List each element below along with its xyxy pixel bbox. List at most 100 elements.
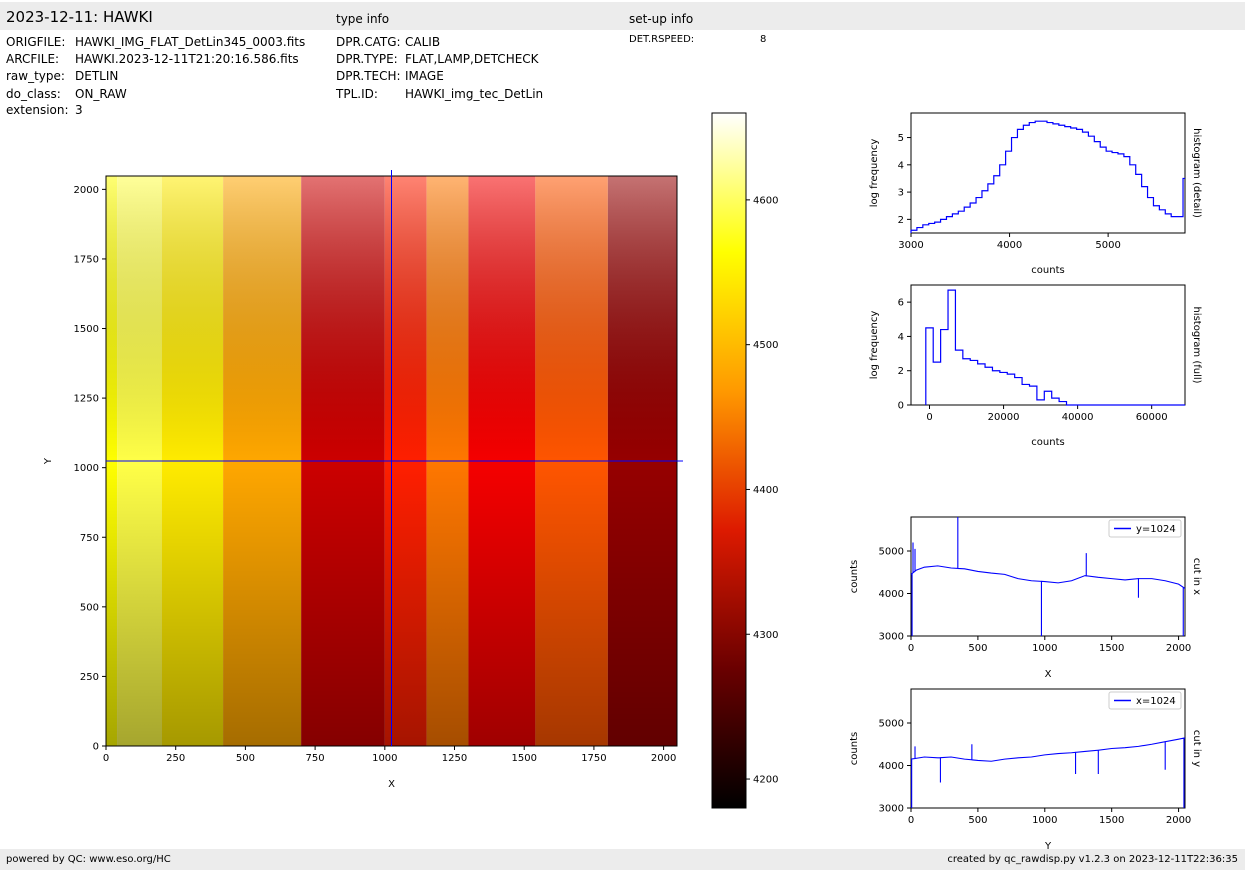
x-tick-label: 4000 [997,240,1022,251]
colorbar-tick-label: 4500 [753,340,778,351]
y-tick-label: 4 [898,332,904,343]
x-tick-label: 500 [968,815,987,826]
x-tick-label: 1750 [581,753,606,764]
dpr-tech-key: DPR.TECH: [336,69,401,83]
y-axis-label: log frequency [869,311,880,380]
y-tick-label: 1250 [74,394,99,405]
det-rspeed-value: 8 [760,34,767,45]
y-tick-label: 750 [80,533,99,544]
dpr-type-value: FLAT,LAMP,DETCHECK [405,52,539,66]
tpl-id-value: HAWKI_img_tec_DetLin [405,87,544,101]
y-tick-label: 6 [898,298,904,309]
x-tick-label: 1250 [442,753,467,764]
side-axis-label: cut in y [1191,730,1202,767]
y-tick-label: 4000 [879,589,904,600]
type-info-heading: type info [336,12,390,26]
x-tick-label: 2000 [1166,643,1191,654]
x-tick-label: 20000 [988,412,1020,423]
raw-type-value: DETLIN [75,69,119,83]
colorbar-tick-label: 4300 [753,630,778,641]
y-tick-label: 4000 [879,761,904,772]
extension-value: 3 [75,103,83,117]
x-tick-label: 1000 [372,753,397,764]
y-tick-label: 3000 [879,804,904,815]
x-tick-label: 1000 [1032,643,1057,654]
x-tick-label: 2000 [1166,815,1191,826]
y-tick-label: 2 [898,215,904,226]
colorbar-frame [711,112,747,809]
y-axis-label: Y [43,457,54,465]
tpl-id-key: TPL.ID: [336,87,378,101]
origfile-key: ORIGFILE: [6,35,66,49]
y-tick-label: 3000 [879,632,904,643]
cut-x-series-line [910,517,1186,636]
x-tick-label: 0 [908,815,914,826]
hist-full-series-line [925,289,1185,406]
y-tick-label: 500 [80,602,99,613]
x-tick-label: 0 [908,643,914,654]
origfile-value: HAWKI_IMG_FLAT_DetLin345_0003.fits [75,35,306,49]
x-tick-label: 60000 [1136,412,1168,423]
footer-bar [0,849,1245,870]
arcfile-key: ARCFILE: [6,52,60,66]
x-tick-label: 1000 [1032,815,1057,826]
dpr-type-key: DPR.TYPE: [336,52,398,66]
y-tick-label: 5000 [879,719,904,730]
x-tick-label: 0 [926,412,932,423]
x-tick-label: 2000 [651,753,676,764]
cut-x-frame [910,516,1186,637]
dpr-catg-value: CALIB [405,35,441,49]
x-axis-label: Y [1044,841,1052,852]
x-tick-label: 1500 [1099,643,1124,654]
y-tick-label: 1750 [74,254,99,265]
x-tick-label: 0 [103,753,109,764]
footer-left-text: powered by QC: www.eso.org/HC [6,854,171,865]
x-tick-label: 1500 [1099,815,1124,826]
histogram-full-panel: 0 20000 40000 60000 0 2 4 6 counts log frequency h… [869,284,1202,448]
setup-info-heading: set-up info [629,12,694,26]
y-tick-label: 5 [898,133,904,144]
x-tick-label: 5000 [1095,240,1120,251]
y-axis-label: log frequency [869,139,880,208]
extension-key: extension: [6,103,69,117]
legend-label: y=1024 [1136,524,1176,535]
y-tick-label: 1000 [74,463,99,474]
dpr-tech-value: IMAGE [405,69,444,83]
histogram-detail-panel: 3000 4000 5000 2 3 4 5 counts log frequency histo… [869,112,1202,276]
y-tick-label: 2000 [74,185,99,196]
y-tick-label: 0 [898,401,904,412]
colorbar-tick-label: 4200 [753,775,778,786]
x-tick-label: 1500 [511,753,536,764]
legend-box [1108,691,1182,710]
do-class-value: ON_RAW [75,87,127,101]
det-rspeed-key: DET.RSPEED: [629,34,695,45]
y-tick-label: 1500 [74,324,99,335]
colorbar-gradient [712,113,746,808]
y-tick-label: 0 [93,742,99,753]
legend-label: x=1024 [1136,696,1176,707]
y-tick-label: 2 [898,366,904,377]
legend-box [1108,519,1182,538]
footer-right-text: created by qc_rawdisp.py v1.2.3 on 2023-… [947,854,1238,865]
x-tick-label: 500 [968,643,987,654]
dpr-catg-key: DPR.CATG: [336,35,401,49]
y-tick-label: 4 [898,160,904,171]
x-tick-label: 3000 [898,240,923,251]
side-axis-label: cut in x [1191,558,1202,595]
cut-y-series-line [910,737,1186,808]
raw-type-key: raw_type: [6,69,65,83]
hist-detail-series-line [910,120,1185,233]
x-tick-label: 40000 [1062,412,1094,423]
do-class-key: do_class: [6,87,61,101]
page-title: 2023-12-11: HAWKI [6,8,153,26]
y-tick-label: 5000 [879,547,904,558]
y-tick-label: 250 [80,672,99,683]
side-axis-label: histogram (detail) [1191,128,1202,218]
x-tick-label: 250 [166,753,185,764]
image-panel: 0 250 500 750 1000 1250 1500 1750 2000 0 250 500 750… [43,170,683,790]
arcfile-value: HAWKI.2023-12-11T21:20:16.586.fits [75,52,299,66]
x-axis-label: X [1045,669,1052,680]
